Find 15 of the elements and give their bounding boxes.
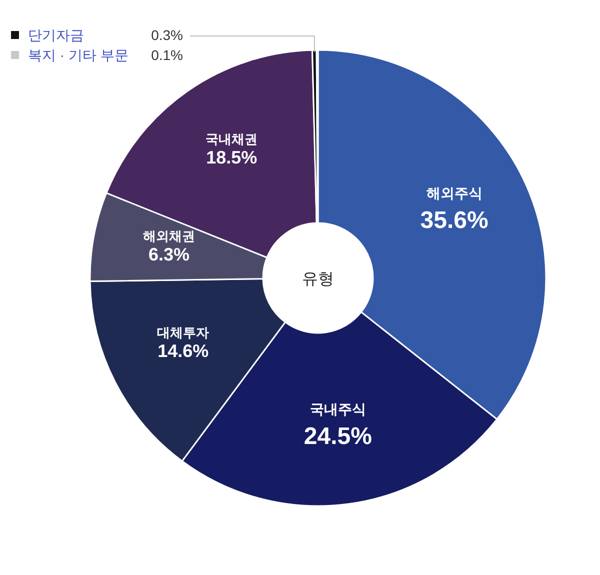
slice-label: 대체투자	[157, 325, 210, 340]
legend-label: 단기자금	[28, 27, 84, 43]
slice-label: 해외채권	[143, 228, 196, 244]
data-label: 6.3%	[148, 244, 190, 264]
data-label: 24.5%	[304, 423, 372, 450]
slice-label: 국내채권	[206, 132, 258, 147]
legend-label: 복지 · 기타 부문	[28, 47, 128, 63]
data-label: 14.6%	[158, 341, 209, 362]
text: 유형	[302, 271, 334, 288]
slice-label: 해외주식	[426, 184, 482, 201]
slice-label: 국내주식	[310, 401, 366, 418]
data-label: 35.6%	[420, 206, 488, 234]
data-label: 0.3%	[151, 27, 183, 43]
data-label: 0.1%	[151, 47, 183, 63]
data-label: 18.5%	[206, 148, 258, 168]
